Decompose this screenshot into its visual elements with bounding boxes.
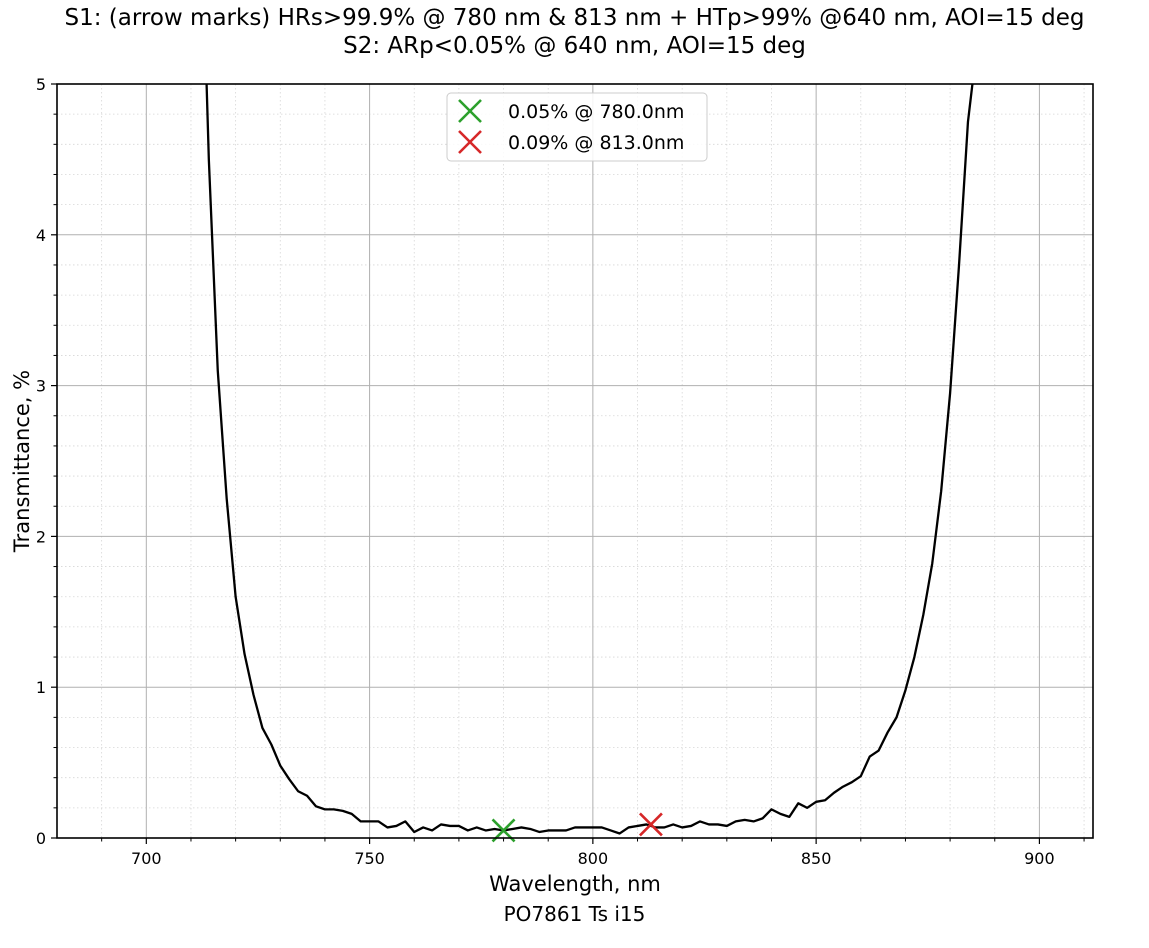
legend-marker-2: [458, 130, 482, 154]
y-tick-label: 5: [36, 75, 46, 94]
minor-gridlines: [57, 84, 1093, 838]
y-tick-label: 3: [36, 377, 46, 396]
legend-label-2: 0.09% @ 813.0nm: [508, 132, 684, 154]
marker-x-2-stroke-b: [638, 812, 663, 837]
x-tick-label: 700: [131, 849, 162, 868]
series-layer: [205, 83, 974, 835]
x-tick-label: 850: [801, 849, 832, 868]
y-tick-label: 0: [36, 829, 46, 848]
legend-box: [446, 92, 708, 162]
y-tick-label: 2: [36, 527, 46, 546]
series-line-1: [205, 83, 974, 835]
x-tick-label: 900: [1024, 849, 1055, 868]
chart-title-line-2: S2: ARp<0.05% @ 640 nm, AOI=15 deg: [343, 33, 806, 59]
legend-marker-1-stroke-b: [458, 99, 482, 123]
axis-ticks: 700 750 800 850 900 0 1 2 3 4 5: [36, 75, 1085, 868]
major-gridlines: [57, 83, 1093, 839]
legend: 0.05% @ 780.0nm 0.09% @ 813.0nm: [446, 92, 708, 162]
marker-x-2: [638, 812, 663, 837]
x-tick-label: 750: [354, 849, 385, 868]
plot-frame: [56, 83, 1094, 839]
legend-label-1: 0.05% @ 780.0nm: [508, 101, 684, 123]
y-tick-label: 1: [36, 678, 46, 697]
chart-caption: PO7861 Ts i15: [503, 902, 646, 926]
x-tick-label: 800: [578, 849, 609, 868]
legend-marker-1: [458, 99, 482, 123]
legend-marker-2-stroke-b: [458, 130, 482, 154]
y-axis-label: Transmittance, %: [10, 370, 34, 553]
x-axis-label: Wavelength, nm: [489, 872, 661, 896]
y-tick-label: 4: [36, 226, 46, 245]
chart-title-line-1: S1: (arrow marks) HRs>99.9% @ 780 nm & 8…: [64, 5, 1085, 31]
